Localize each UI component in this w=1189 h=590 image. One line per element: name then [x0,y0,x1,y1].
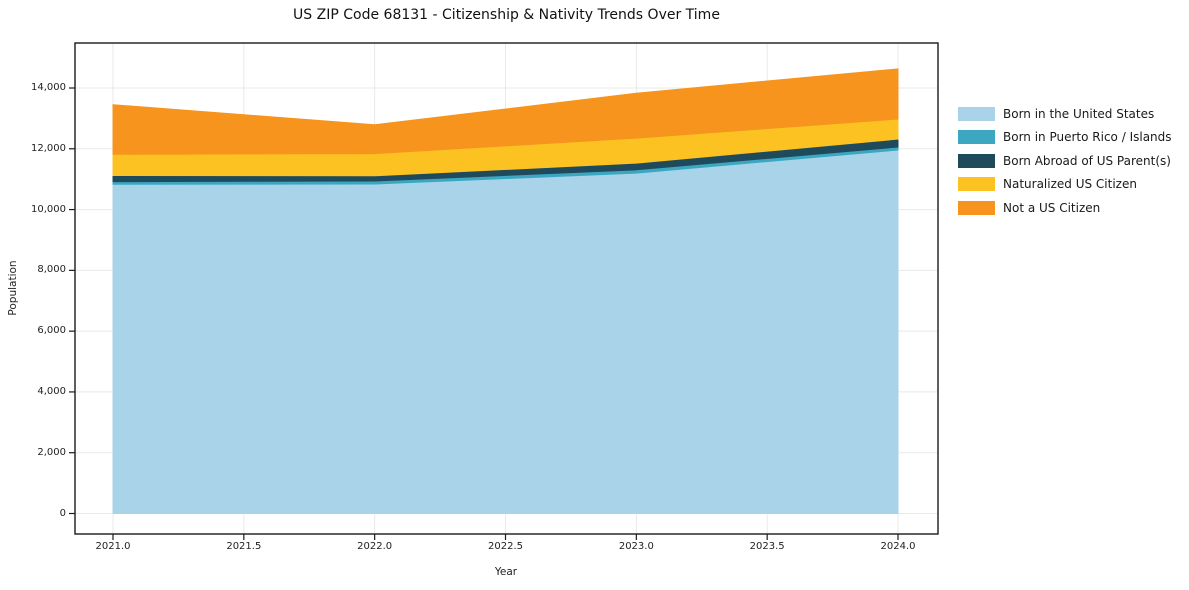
x-tick-label: 2021.0 [95,541,131,552]
y-tick-label: 8,000 [37,264,66,276]
legend-item-born-abroad: Born Abroad of US Parent(s) [958,149,1172,173]
y-tick-label: 0 [59,507,66,519]
legend-item-naturalized: Naturalized US Citizen [958,173,1172,197]
legend-swatch-not-citizen [958,200,995,215]
area-born-in-the-united-states [112,149,899,514]
legend-item-born-pr: Born in Puerto Rico / Islands [958,126,1172,150]
x-tick-label: 2024.0 [880,541,916,552]
x-axis-title: Year [494,566,518,578]
chart-title: US ZIP Code 68131 - Citizenship & Nativi… [293,7,720,23]
legend-swatch-born-pr [958,130,995,145]
x-tick-label: 2023.5 [749,541,785,552]
legend-item-born-us: Born in the United States [958,102,1172,126]
legend-swatch-naturalized [958,177,995,192]
x-tick-label: 2022.0 [357,541,393,552]
x-tick-label: 2023.0 [618,541,654,552]
x-tick-label: 2021.5 [226,541,262,552]
legend: Born in the United States Born in Puerto… [958,102,1172,220]
y-tick-label: 6,000 [37,325,66,337]
y-axis-title: Population [7,260,19,316]
y-tick-label: 4,000 [37,385,66,397]
legend-swatch-born-us [958,106,995,121]
y-tick-label: 2,000 [37,446,66,458]
legend-label: Born in the United States [1003,106,1155,121]
legend-swatch-born-abroad [958,153,995,168]
x-tick-label: 2022.5 [488,541,523,552]
legend-label: Not a US Citizen [1003,200,1101,215]
y-tick-label: 12,000 [31,142,66,154]
legend-label: Naturalized US Citizen [1003,177,1137,192]
legend-label: Born Abroad of US Parent(s) [1003,153,1171,168]
legend-label: Born in Puerto Rico / Islands [1003,130,1172,145]
y-tick-label: 10,000 [31,203,66,215]
y-tick-label: 14,000 [31,82,66,93]
plot-border [74,42,939,535]
area-not-a-us-citizen [112,68,899,155]
legend-item-not-citizen: Not a US Citizen [958,196,1172,220]
